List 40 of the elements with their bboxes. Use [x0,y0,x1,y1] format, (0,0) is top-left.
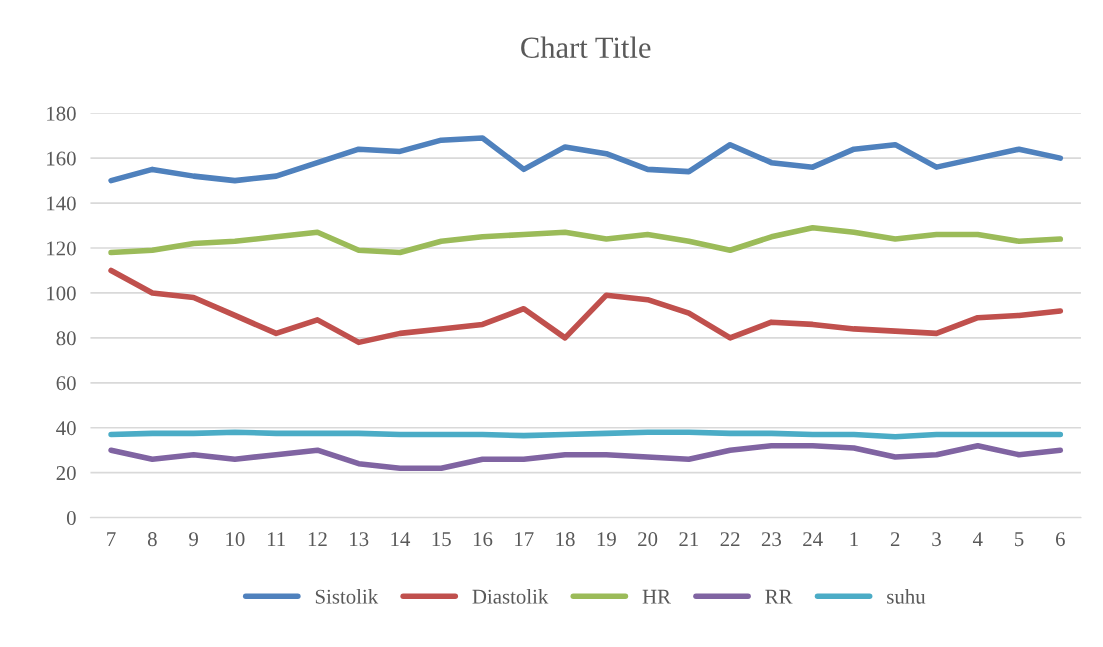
x-tick-label: 17 [515,532,534,546]
x-tick-label: 1 [850,532,858,546]
x-tick-label: 14 [391,532,411,546]
x-tick-label: 9 [189,532,198,547]
x-tick-label: 6 [1055,532,1065,547]
x-tick-label: 3 [932,532,941,547]
y-tick-label: 40 [56,421,76,436]
x-tick-label: 8 [147,532,157,547]
x-tick-label: 16 [473,532,493,547]
x-tick-label: 20 [638,532,658,547]
x-tick-label: 18 [556,532,575,547]
x-tick-label: 19 [597,532,616,547]
x-tick-label: 21 [679,532,699,546]
legend-label: Sistolik [315,589,379,604]
y-tick-label: 160 [47,151,76,166]
x-tick-label: 11 [267,532,285,546]
legend-label: RR [765,589,793,604]
y-tick-label: 140 [47,196,76,211]
x-tick-label: 22 [720,532,740,546]
x-tick-label: 13 [350,532,369,547]
x-tick-label: 12 [308,532,327,546]
x-tick-label: 7 [107,532,116,546]
y-tick-label: 80 [56,331,76,346]
y-tick-label: 120 [47,241,76,256]
x-tick-label: 4 [972,532,983,546]
y-tick-label: 0 [66,510,76,526]
x-tick-label: 5 [1015,532,1024,547]
x-tick-label: 15 [432,532,451,547]
x-tick-label: 24 [803,532,823,546]
x-tick-label: 2 [890,532,900,546]
legend-label: HR [642,589,671,604]
y-tick-label: 60 [56,376,76,391]
legend-label: Diastolik [472,589,549,604]
y-tick-label: 180 [47,106,76,121]
x-tick-label: 23 [761,532,782,547]
legend-label: suhu [887,589,926,604]
y-tick-label: 100 [47,286,76,301]
chart-title: Chart Title [521,36,651,58]
y-tick-label: 20 [56,466,76,481]
x-tick-label: 10 [226,532,245,547]
